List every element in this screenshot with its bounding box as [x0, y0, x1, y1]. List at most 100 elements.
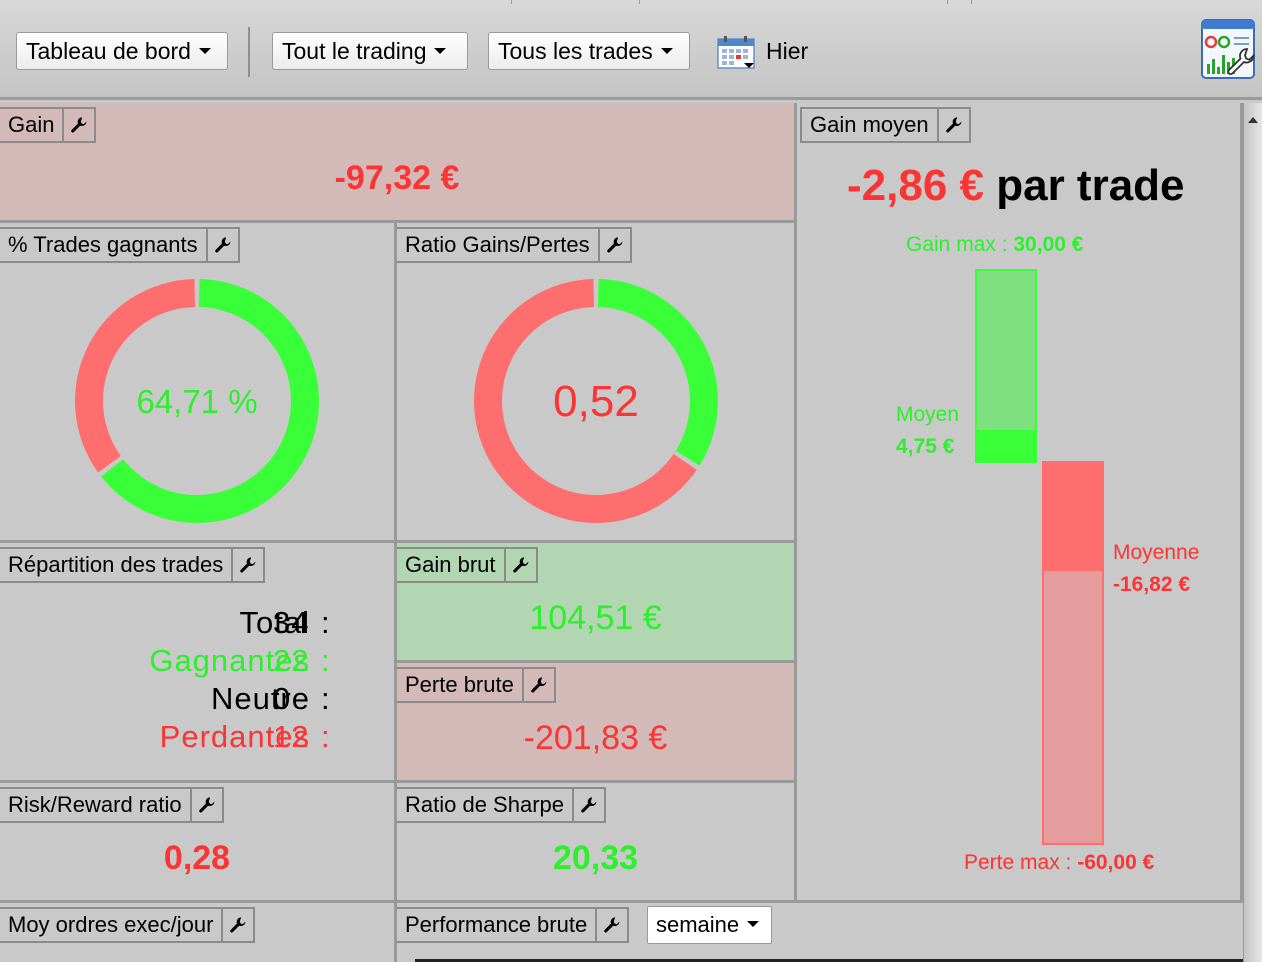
- panel-title: Gain moyen: [802, 109, 939, 141]
- wrench-icon: [229, 916, 247, 934]
- wrench-button[interactable]: [64, 109, 94, 141]
- gain-tab: Gain: [0, 107, 97, 143]
- wrench-icon: [530, 676, 548, 694]
- max-gain-label: Gain max :: [906, 233, 1014, 256]
- panel-title: % Trades gagnants: [0, 229, 208, 261]
- chevron-down-icon: [198, 47, 211, 54]
- average-loss-bar: [1042, 461, 1104, 571]
- toolbar-separator: [248, 27, 250, 77]
- ratio-donut-chart: 0,52: [474, 279, 718, 523]
- gains-segment: [597, 279, 718, 466]
- calendar-icon[interactable]: [717, 36, 757, 70]
- winners-label: Gagnantes: [149, 643, 310, 678]
- losers-label: Perdantes: [159, 719, 310, 754]
- date-label[interactable]: Hier: [766, 38, 809, 64]
- wrench-button[interactable]: [506, 549, 536, 581]
- distribution-values: 34 22 0 12: [273, 604, 309, 756]
- wrench-button[interactable]: [600, 229, 630, 261]
- dashboard-dropdown[interactable]: Tableau de bord: [16, 32, 228, 70]
- wrench-button[interactable]: [597, 909, 627, 941]
- wrench-icon: [239, 556, 257, 574]
- dashboard-settings-icon[interactable]: [1201, 19, 1259, 81]
- colon: :: [321, 605, 331, 640]
- max-loss-label: Perte max :: [964, 851, 1078, 874]
- wrench-button[interactable]: [233, 549, 263, 581]
- ratio-tab: Ratio Gains/Pertes: [397, 227, 632, 263]
- win-rate-donut-chart: 64,71 %: [75, 279, 319, 523]
- gross-performance-panel: Performance brute semaine: [397, 903, 1243, 962]
- gain-value: -97,32 €: [334, 159, 460, 197]
- gain-panel: Gain -97,32 €: [0, 103, 797, 223]
- panel-title: Ratio Gains/Pertes: [397, 229, 600, 261]
- distribution-tab: Répartition des trades: [0, 547, 266, 583]
- trading-filter-dropdown[interactable]: Tout le trading: [272, 32, 468, 70]
- panel-title: Performance brute: [397, 909, 598, 941]
- panel-title: Gain: [0, 109, 65, 141]
- win-rate-value: 64,71 %: [136, 383, 257, 420]
- gross-gain-tab: Gain brut: [397, 547, 538, 583]
- wrench-icon: [606, 236, 624, 254]
- wrench-icon: [945, 116, 963, 134]
- risk-reward-tab: Risk/Reward ratio: [0, 787, 224, 823]
- wrench-button[interactable]: [192, 789, 222, 821]
- average-loss-label: Moyenne: [1113, 541, 1200, 564]
- gross-loss-value: -201,83 €: [523, 719, 668, 757]
- wrench-button[interactable]: [574, 789, 604, 821]
- wrench-button[interactable]: [223, 909, 253, 941]
- trading-filter-label: Tout le trading: [282, 38, 427, 64]
- total-value: 34: [273, 605, 310, 640]
- colon: :: [321, 681, 331, 716]
- panel-title: Risk/Reward ratio: [0, 789, 192, 821]
- average-gain-tab: Gain moyen: [800, 107, 971, 143]
- ratio-value: 0,52: [553, 377, 639, 426]
- panel-title: Moy ordres exec/jour: [0, 909, 224, 941]
- performance-chart-top: [415, 959, 1243, 962]
- losers-value: 12: [273, 719, 310, 754]
- gross-loss-panel: Perte brute -201,83 €: [397, 663, 797, 783]
- max-loss-value: -60,00 €: [1077, 851, 1155, 874]
- wrench-button[interactable]: [939, 109, 969, 141]
- top-divider: [948, 0, 972, 4]
- dashboard-dropdown-label: Tableau de bord: [26, 38, 191, 64]
- period-dropdown-label: semaine: [656, 912, 740, 937]
- scroll-up-icon[interactable]: [1248, 117, 1258, 123]
- vertical-scrollbar[interactable]: [1243, 103, 1262, 962]
- wrench-icon: [70, 116, 88, 134]
- wrench-icon: [580, 796, 598, 814]
- max-loss-caption: Perte max : -60,00 €: [964, 851, 1154, 875]
- performance-tab: Performance brute: [397, 907, 630, 943]
- orders-tab: Moy ordres exec/jour: [0, 907, 256, 943]
- wrench-button[interactable]: [524, 669, 554, 701]
- wrench-icon: [512, 556, 530, 574]
- gross-gain-panel: Gain brut 104,51 €: [397, 543, 797, 663]
- risk-reward-value: 0,28: [163, 839, 231, 877]
- trades-filter-dropdown[interactable]: Tous les trades: [488, 32, 690, 70]
- period-dropdown[interactable]: semaine: [647, 906, 772, 944]
- max-gain-bar: [975, 269, 1037, 432]
- average-gain-suffix: par trade: [996, 161, 1185, 210]
- panel-title: Gain brut: [397, 549, 506, 581]
- colon: :: [321, 643, 331, 678]
- distribution-labels: Total Gagnantes Neutre Perdantes: [149, 604, 310, 756]
- top-divider: [640, 0, 948, 4]
- chevron-down-icon: [747, 921, 760, 928]
- gross-gain-value: 104,51 €: [529, 599, 662, 637]
- sharpe-tab: Ratio de Sharpe: [397, 787, 606, 823]
- wrench-icon: [214, 236, 232, 254]
- panel-title: Ratio de Sharpe: [397, 789, 574, 821]
- trade-distribution-panel: Répartition des trades Total Gagnantes N…: [0, 543, 397, 783]
- average-win-value: 4,75 €: [896, 435, 955, 458]
- panel-title: Perte brute: [397, 669, 524, 701]
- chevron-down-icon: [434, 47, 447, 54]
- gross-loss-tab: Perte brute: [397, 667, 556, 703]
- sharpe-value: 20,33: [552, 839, 639, 877]
- average-gain-headline: -2,86 € par trade: [847, 161, 1185, 211]
- max-loss-bar: [1042, 571, 1104, 845]
- risk-reward-panel: Risk/Reward ratio 0,28: [0, 783, 397, 903]
- neutral-value: 0: [273, 681, 292, 716]
- distribution-colons: : : : :: [321, 604, 331, 756]
- average-win-label: Moyen: [896, 403, 960, 426]
- orders-per-day-panel: Moy ordres exec/jour: [0, 903, 397, 962]
- total-label: Total: [239, 605, 310, 640]
- wrench-button[interactable]: [208, 229, 238, 261]
